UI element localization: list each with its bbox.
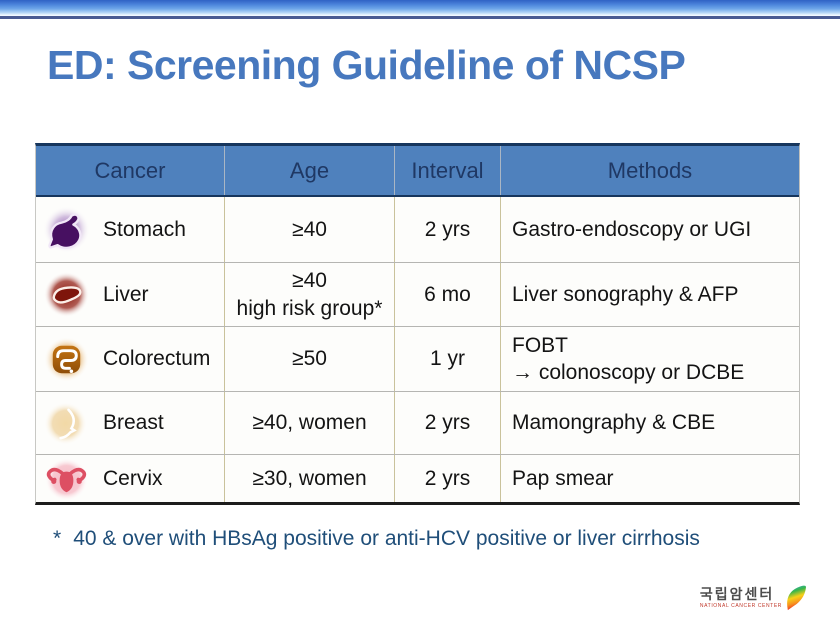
age-cell: ≥30, women [224, 455, 394, 502]
methods-cell: FOBT → colonoscopy or DCBE [500, 327, 799, 391]
cancer-cell: Breast [36, 392, 224, 454]
interval-cell: 6 mo [394, 263, 500, 326]
footnote-marker: * [53, 527, 62, 550]
table-row: Breast ≥40, women 2 yrs Mamongraphy & CB… [36, 391, 799, 454]
footnote: * 40 & over with HBsAg positive or anti-… [53, 527, 700, 551]
cancer-name: Colorectum [103, 347, 211, 370]
column-header-age: Age [224, 146, 394, 195]
colorectum-icon [43, 336, 90, 383]
cancer-cell: Colorectum [36, 327, 224, 391]
table-header-row: Cancer Age Interval Methods [36, 146, 799, 197]
screening-table: Cancer Age Interval Methods Stomach ≥40 … [35, 143, 800, 505]
interval-cell: 2 yrs [394, 392, 500, 454]
table-row: Colorectum ≥50 1 yr FOBT → colonoscopy o… [36, 326, 799, 391]
column-header-interval: Interval [394, 146, 500, 195]
footnote-text: 40 & over with HBsAg positive or anti-HC… [73, 527, 700, 550]
stomach-icon [43, 206, 90, 253]
age-cell: ≥40 high risk group* [224, 263, 394, 326]
interval-cell: 2 yrs [394, 455, 500, 502]
rainbow-leaf-icon [786, 585, 807, 611]
cervix-icon [43, 455, 90, 502]
cancer-name: Breast [103, 411, 164, 434]
top-gradient-banner [0, 0, 840, 19]
breast-icon [43, 400, 90, 447]
table-row: Liver ≥40 high risk group* 6 mo Liver so… [36, 262, 799, 326]
national-cancer-center-logo: 국립암센터 NATIONAL CANCER CENTER [700, 585, 807, 611]
column-header-methods: Methods [500, 146, 799, 195]
slide-title: ED: Screening Guideline of NCSP [47, 42, 686, 88]
logo-english-name: NATIONAL CANCER CENTER [699, 603, 782, 610]
age-cell: ≥40 [224, 197, 394, 262]
interval-cell: 2 yrs [394, 197, 500, 262]
cancer-name: Stomach [103, 217, 186, 241]
logo-text: 국립암센터 NATIONAL CANCER CENTER [699, 585, 782, 610]
methods-cell: Mamongraphy & CBE [500, 392, 799, 454]
cancer-name: Liver [103, 282, 149, 306]
liver-icon [43, 271, 90, 318]
cancer-name: Cervix [103, 466, 163, 490]
interval-cell: 1 yr [394, 327, 500, 391]
age-cell: ≥40, women [224, 392, 394, 454]
age-cell: ≥50 [224, 327, 394, 391]
cancer-cell: Cervix [36, 455, 224, 502]
methods-cell: Liver sonography & AFP [500, 263, 799, 326]
methods-cell: Pap smear [500, 455, 799, 502]
cancer-cell: Stomach [36, 197, 224, 262]
table-row: Stomach ≥40 2 yrs Gastro-endoscopy or UG… [36, 197, 799, 262]
table-row: Cervix ≥30, women 2 yrs Pap smear [36, 454, 799, 502]
logo-korean-name: 국립암센터 [699, 585, 775, 602]
cancer-cell: Liver [36, 263, 224, 326]
column-header-cancer: Cancer [94, 157, 166, 183]
methods-cell: Gastro-endoscopy or UGI [500, 197, 799, 262]
